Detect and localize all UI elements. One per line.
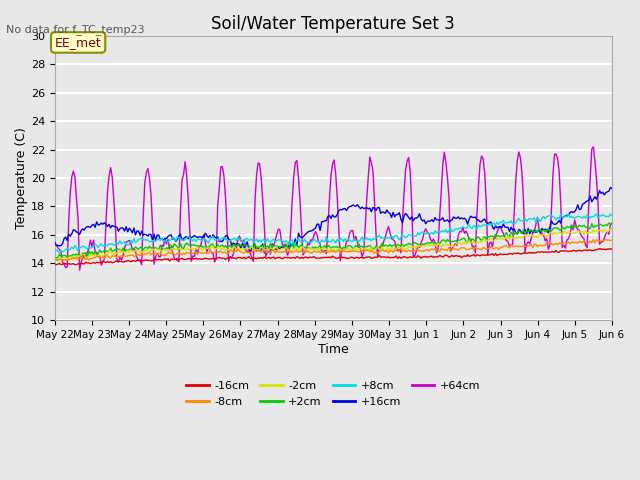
Legend: -16cm, -8cm, -2cm, +2cm, +8cm, +16cm, +64cm: -16cm, -8cm, -2cm, +2cm, +8cm, +16cm, +6… (182, 377, 484, 411)
Text: No data for f_TC_temp23: No data for f_TC_temp23 (6, 24, 145, 35)
X-axis label: Time: Time (318, 343, 349, 356)
Text: EE_met: EE_met (55, 36, 102, 49)
Title: Soil/Water Temperature Set 3: Soil/Water Temperature Set 3 (211, 15, 455, 33)
Y-axis label: Temperature (C): Temperature (C) (15, 127, 28, 229)
